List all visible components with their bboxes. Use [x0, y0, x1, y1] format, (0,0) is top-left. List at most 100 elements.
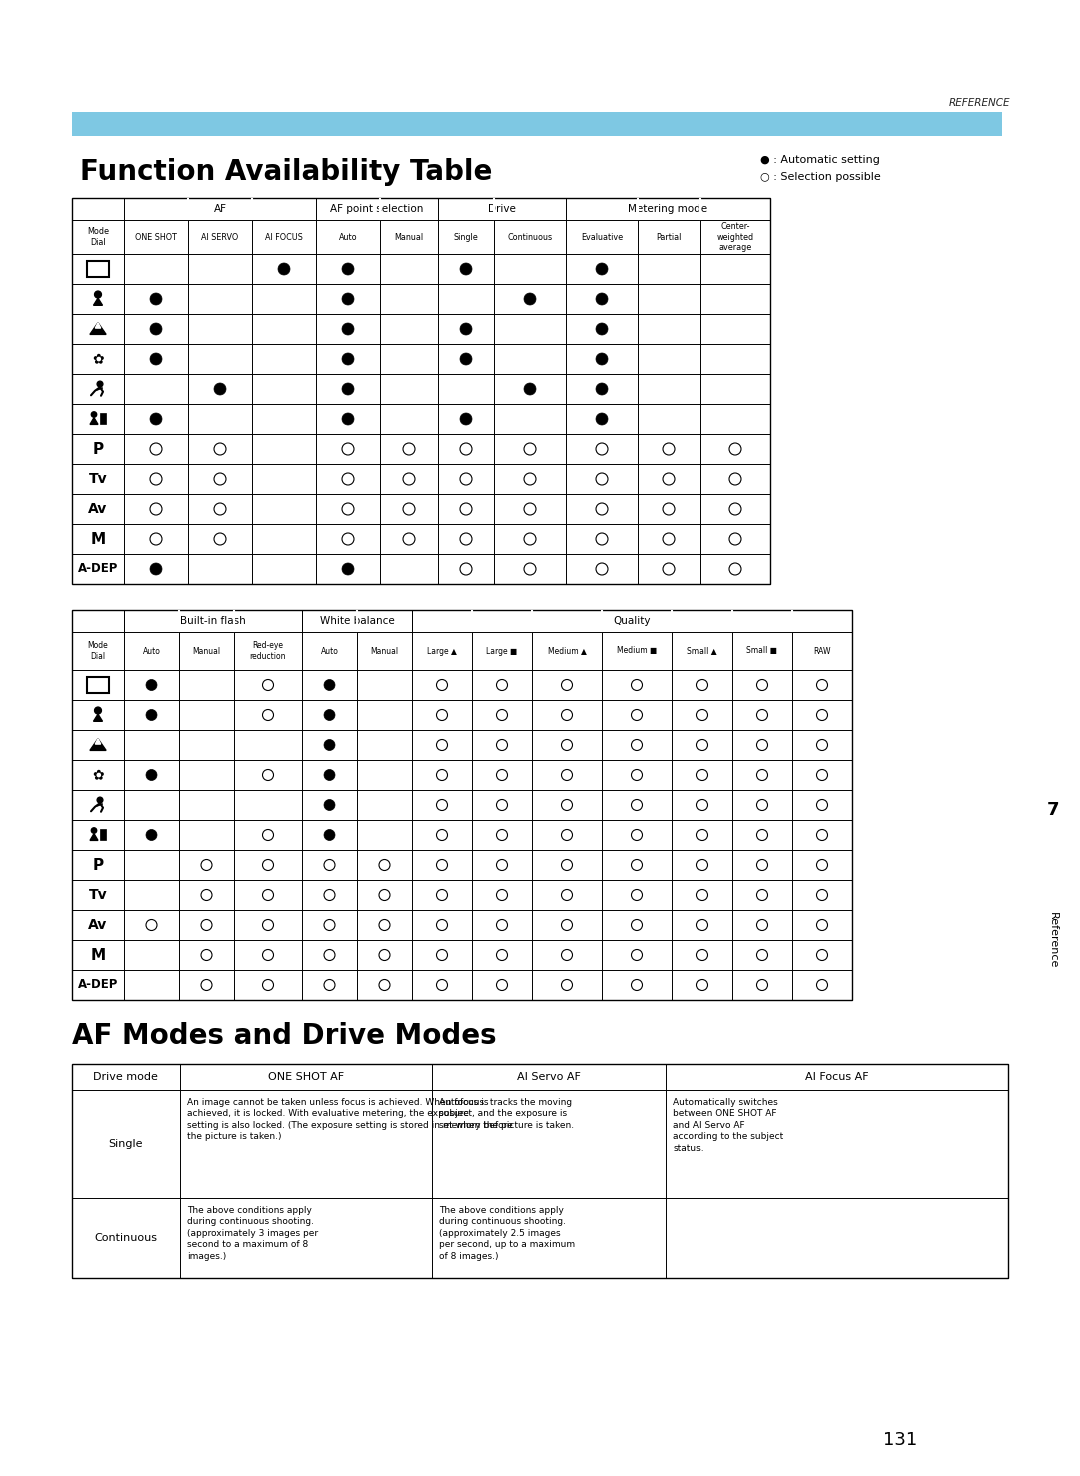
Circle shape: [379, 949, 390, 961]
Circle shape: [342, 413, 354, 425]
Circle shape: [562, 769, 572, 781]
Text: 7: 7: [1047, 801, 1059, 819]
Text: White balance: White balance: [320, 615, 394, 626]
Circle shape: [632, 920, 643, 930]
Text: A-DEP: A-DEP: [78, 979, 118, 992]
Text: Tv: Tv: [89, 889, 107, 902]
Circle shape: [729, 533, 741, 545]
Text: Small ■: Small ■: [746, 646, 778, 655]
Circle shape: [596, 323, 608, 335]
Circle shape: [92, 412, 97, 418]
Circle shape: [214, 503, 226, 515]
Bar: [100, 828, 106, 840]
Circle shape: [497, 949, 508, 961]
Circle shape: [497, 830, 508, 840]
Circle shape: [436, 980, 447, 990]
Polygon shape: [90, 323, 106, 335]
Circle shape: [562, 890, 572, 900]
Circle shape: [663, 443, 675, 455]
Circle shape: [262, 920, 273, 930]
Circle shape: [201, 890, 212, 900]
Circle shape: [150, 533, 162, 545]
Bar: [72, 112, 1002, 136]
Text: ● : Automatic setting: ● : Automatic setting: [760, 155, 880, 165]
Circle shape: [697, 739, 707, 750]
Circle shape: [596, 413, 608, 425]
Circle shape: [562, 949, 572, 961]
Circle shape: [697, 890, 707, 900]
Circle shape: [150, 443, 162, 455]
Text: Medium ■: Medium ■: [617, 646, 657, 655]
Text: An image cannot be taken unless focus is achieved. When focus is
achieved, it is: An image cannot be taken unless focus is…: [187, 1098, 512, 1141]
Circle shape: [460, 353, 472, 365]
Circle shape: [146, 830, 157, 840]
Circle shape: [524, 443, 536, 455]
Circle shape: [729, 472, 741, 486]
Circle shape: [632, 830, 643, 840]
Circle shape: [379, 890, 390, 900]
Circle shape: [632, 800, 643, 810]
Text: Av: Av: [89, 918, 108, 931]
Circle shape: [663, 472, 675, 486]
Text: Medium ▲: Medium ▲: [548, 646, 586, 655]
Text: ONE SHOT: ONE SHOT: [135, 233, 177, 242]
Circle shape: [460, 533, 472, 545]
Circle shape: [214, 472, 226, 486]
Circle shape: [497, 920, 508, 930]
Circle shape: [729, 562, 741, 576]
Circle shape: [342, 472, 354, 486]
Circle shape: [729, 503, 741, 515]
Text: Single: Single: [454, 233, 478, 242]
Circle shape: [262, 679, 273, 691]
Circle shape: [379, 980, 390, 990]
Text: AF point selection: AF point selection: [330, 204, 423, 214]
Text: A-DEP: A-DEP: [78, 562, 118, 576]
Circle shape: [497, 710, 508, 720]
Circle shape: [663, 562, 675, 576]
Circle shape: [436, 920, 447, 930]
Circle shape: [756, 710, 768, 720]
Circle shape: [214, 382, 226, 396]
Circle shape: [632, 859, 643, 871]
Text: Auto: Auto: [339, 233, 357, 242]
Text: Continuous: Continuous: [508, 233, 553, 242]
Text: AI SERVO: AI SERVO: [201, 233, 239, 242]
Text: Red-eye
reduction: Red-eye reduction: [249, 641, 286, 661]
Circle shape: [497, 679, 508, 691]
Circle shape: [342, 353, 354, 365]
Bar: [1030, 779, 1076, 1060]
Circle shape: [436, 830, 447, 840]
Text: RAW: RAW: [813, 646, 831, 655]
Circle shape: [262, 890, 273, 900]
Text: AF: AF: [214, 204, 227, 214]
Circle shape: [342, 503, 354, 515]
Text: Autofocus  tracks the moving
subject, and the exposure is
set when the picture i: Autofocus tracks the moving subject, and…: [440, 1098, 575, 1131]
Text: Reference: Reference: [1048, 912, 1058, 968]
Polygon shape: [95, 738, 100, 744]
Circle shape: [497, 800, 508, 810]
Circle shape: [756, 920, 768, 930]
Circle shape: [342, 323, 354, 335]
Circle shape: [342, 263, 354, 275]
Circle shape: [497, 739, 508, 750]
Circle shape: [436, 739, 447, 750]
Circle shape: [756, 830, 768, 840]
Circle shape: [596, 443, 608, 455]
Circle shape: [201, 920, 212, 930]
Text: Manual: Manual: [370, 646, 399, 655]
Circle shape: [342, 533, 354, 545]
Text: ✿: ✿: [92, 768, 104, 782]
Circle shape: [756, 859, 768, 871]
Text: ✿: ✿: [92, 351, 104, 366]
Circle shape: [436, 890, 447, 900]
Circle shape: [460, 413, 472, 425]
Circle shape: [697, 679, 707, 691]
Polygon shape: [95, 323, 100, 328]
Circle shape: [324, 679, 335, 691]
Circle shape: [596, 562, 608, 576]
Circle shape: [460, 503, 472, 515]
Circle shape: [697, 710, 707, 720]
Circle shape: [663, 533, 675, 545]
Circle shape: [342, 294, 354, 306]
Circle shape: [146, 679, 157, 691]
